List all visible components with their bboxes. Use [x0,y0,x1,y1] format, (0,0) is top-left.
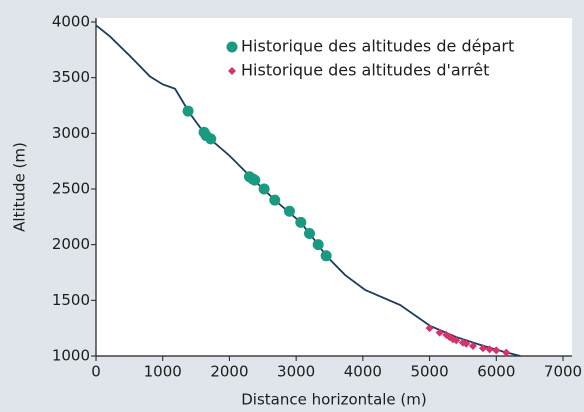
marker [478,344,487,353]
marker [485,345,494,354]
y-axis-label: Altitude (m) [11,142,29,232]
y-tick-label: 3500 [52,68,90,86]
x-tick-label: 4000 [344,363,382,381]
x-tick-label: 5000 [410,363,448,381]
y-tick-label: 3000 [52,124,90,142]
marker [303,228,315,240]
x-tick-label: 7000 [544,363,582,381]
marker [269,194,281,206]
x-axis-label: Distance horizontale (m) [241,391,427,409]
legend-marker [226,41,238,53]
marker [258,183,270,195]
y-tick-label: 1500 [52,291,90,309]
y-tick-label: 4000 [52,13,90,31]
legend-label: Historique des altitudes de départ [241,37,514,56]
y-tick-label: 2000 [52,235,90,253]
marker [295,216,307,228]
legend-label: Historique des altitudes d'arrêt [241,61,489,80]
y-tick-label: 1000 [52,347,90,365]
x-tick-label: 6000 [477,363,515,381]
x-tick-label: 0 [91,363,101,381]
marker [425,324,434,333]
legend-marker [228,67,236,75]
marker [452,336,461,345]
marker [283,205,295,217]
marker [492,346,501,355]
marker [462,339,471,348]
plot-area [96,18,572,356]
x-tick-label: 3000 [277,363,315,381]
marker [312,239,324,251]
y-tick-label: 2500 [52,180,90,198]
marker [502,348,511,357]
marker [205,133,217,145]
marker [435,328,444,337]
x-tick-label: 2000 [210,363,248,381]
marker [249,174,261,186]
marker [320,250,332,262]
marker [468,341,477,350]
marker [182,105,194,117]
x-tick-label: 1000 [144,363,182,381]
